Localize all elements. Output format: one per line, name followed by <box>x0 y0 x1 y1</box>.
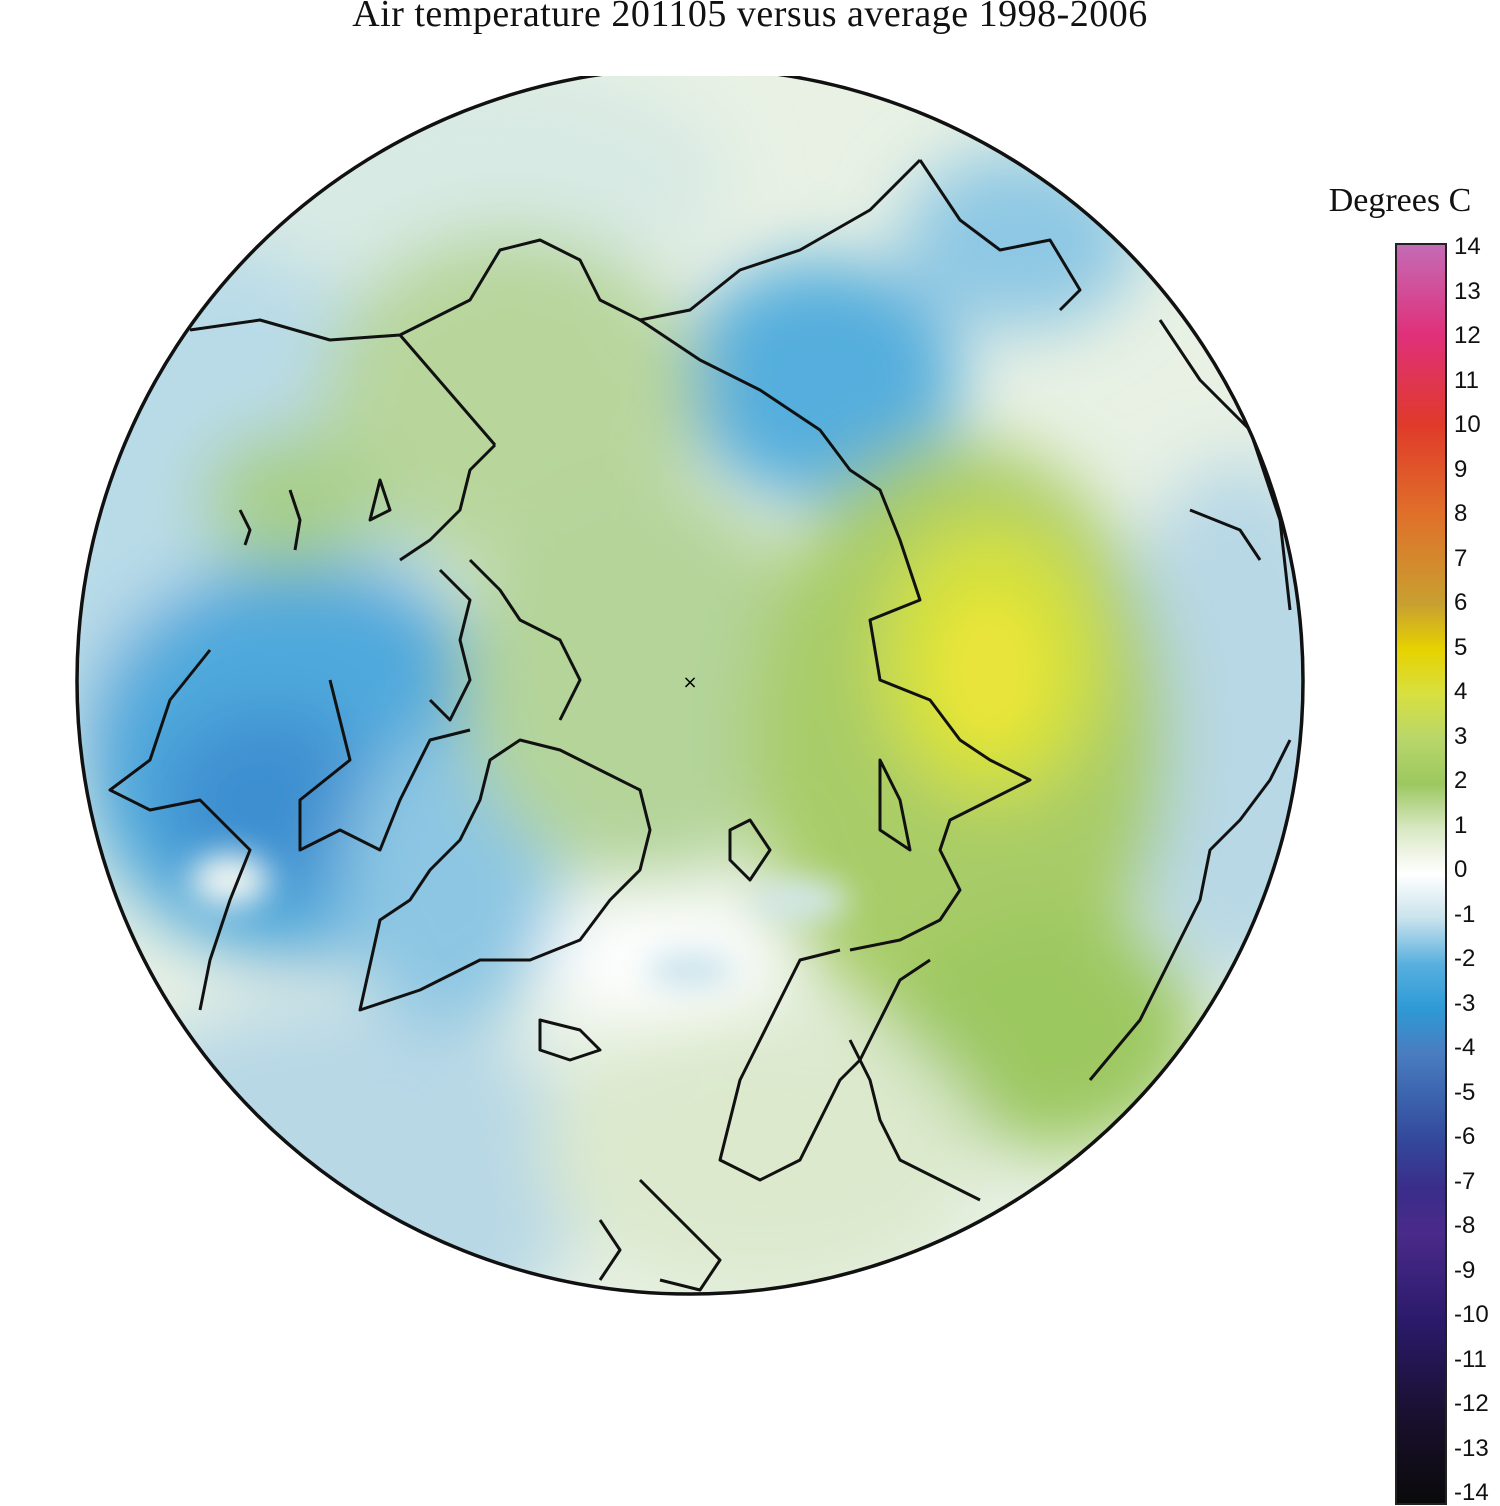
colorbar-title: Degrees C <box>1328 182 1472 219</box>
colorbar-tick-label: 12 <box>1454 322 1481 349</box>
map-boundary <box>75 76 1305 1296</box>
colorbar-tick-label: 9 <box>1454 455 1468 483</box>
colorbar-tick-label: 10 <box>1454 411 1481 438</box>
colorbar-tick-label: 8 <box>1454 500 1468 527</box>
colorbar-tick-label: -4 <box>1454 1034 1476 1061</box>
colorbar-tick-label: 2 <box>1454 767 1468 794</box>
colorbar-tick-label: -7 <box>1454 1167 1476 1195</box>
colorbar-tick-label: -6 <box>1454 1123 1476 1150</box>
colorbar-tick-label: -5 <box>1454 1078 1476 1106</box>
colorbar-tick-label: -2 <box>1454 945 1476 972</box>
colorbar-tick-label: -9 <box>1454 1256 1476 1284</box>
coastlines <box>108 158 1292 1292</box>
colorbar-tick-label: 11 <box>1454 366 1479 394</box>
colorbar-tick-label: -11 <box>1454 1345 1487 1373</box>
polar-temperature-anomaly-map: × <box>75 76 1305 1296</box>
colorbar-tick-label: 1 <box>1454 811 1468 839</box>
colorbar-tick-label: 7 <box>1454 544 1468 572</box>
colorbar-tick-label: -10 <box>1454 1301 1489 1328</box>
north-pole-marker: × <box>682 672 697 693</box>
colorbar-tick-label: -13 <box>1454 1434 1489 1462</box>
map-title: Air temperature 201105 versus average 19… <box>352 0 1148 35</box>
colorbar <box>1395 243 1447 1505</box>
colorbar-tick-label: 3 <box>1454 722 1468 750</box>
colorbar-tick-label: -1 <box>1454 900 1476 928</box>
colorbar-tick-label: -14 <box>1454 1479 1489 1506</box>
colorbar-tick-label: -12 <box>1454 1390 1489 1417</box>
colorbar-tick-label: -8 <box>1454 1212 1476 1239</box>
colorbar-tick-label: 0 <box>1454 856 1468 883</box>
colorbar-tick-label: -3 <box>1454 989 1476 1017</box>
colorbar-tick-label: 6 <box>1454 589 1468 616</box>
colorbar-tick-label: 13 <box>1454 277 1481 305</box>
temperature-field <box>77 76 1303 1294</box>
colorbar-tick-label: 5 <box>1454 633 1468 661</box>
colorbar-tick-label: 4 <box>1454 678 1468 705</box>
colorbar-tick-label: 14 <box>1454 233 1481 260</box>
